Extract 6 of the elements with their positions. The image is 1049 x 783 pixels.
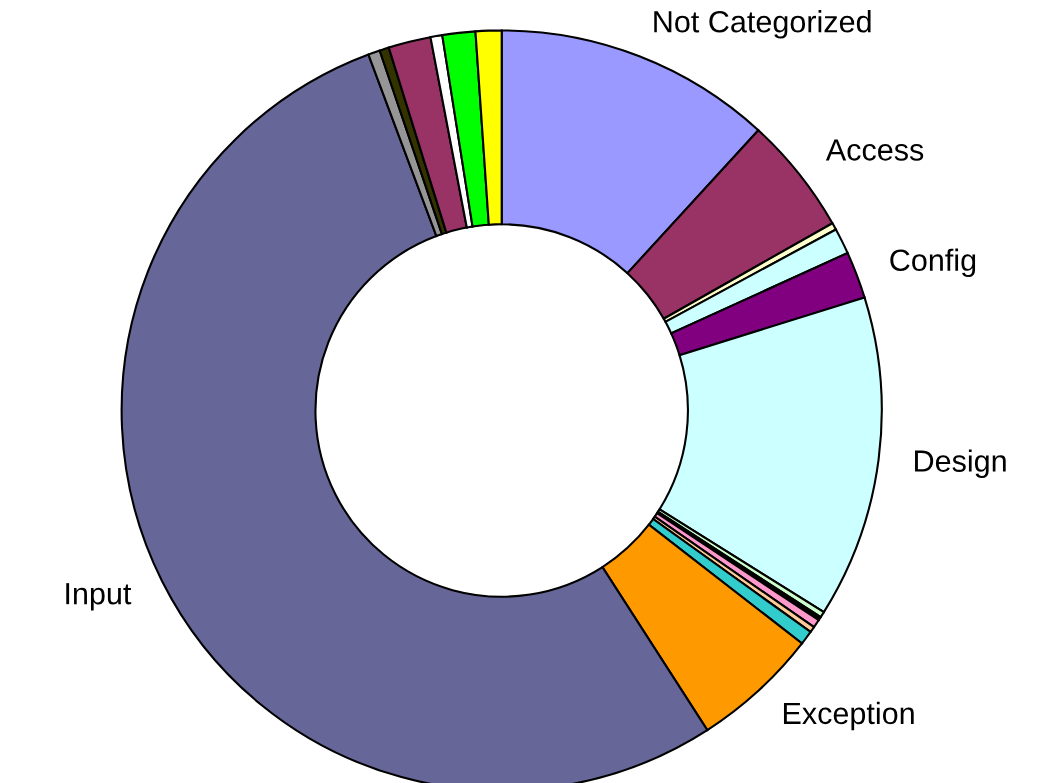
slice-label: Exception (783, 701, 914, 731)
slice-label: Not Categorized (654, 10, 871, 39)
slice-label: Input (66, 583, 132, 611)
slice-label: Design (915, 449, 1006, 478)
slice-label: Access (825, 139, 924, 161)
slice-label: Config (890, 248, 976, 278)
